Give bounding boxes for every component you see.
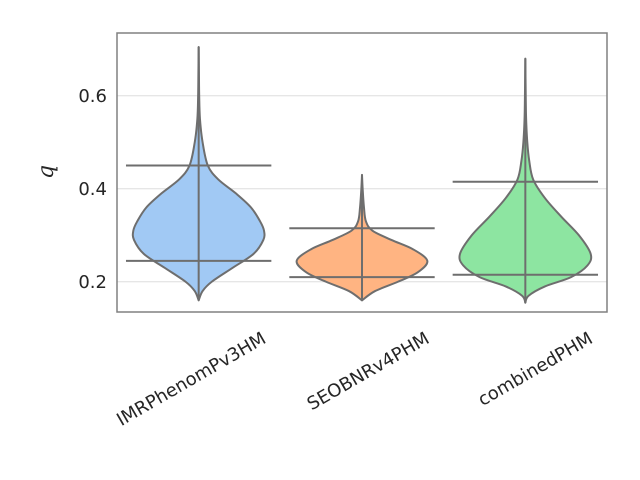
x-category-label: combinedPHM xyxy=(474,328,596,411)
x-category-label: SEOBNRv4PHM xyxy=(304,328,433,415)
x-category-label: IMRPhenomPv3HM xyxy=(113,328,270,431)
y-tick-label: 0.4 xyxy=(78,179,107,200)
x-category-labels: IMRPhenomPv3HM SEOBNRv4PHM combinedPHM xyxy=(113,328,596,431)
plot-frame xyxy=(116,32,608,313)
y-tick-label: 0.2 xyxy=(78,272,107,293)
y-tick-label: 0.6 xyxy=(78,86,107,107)
y-tick-labels: 0.2 0.4 0.6 xyxy=(78,86,107,293)
quantile-lines xyxy=(125,46,599,303)
y-axis-label: q xyxy=(34,165,59,179)
